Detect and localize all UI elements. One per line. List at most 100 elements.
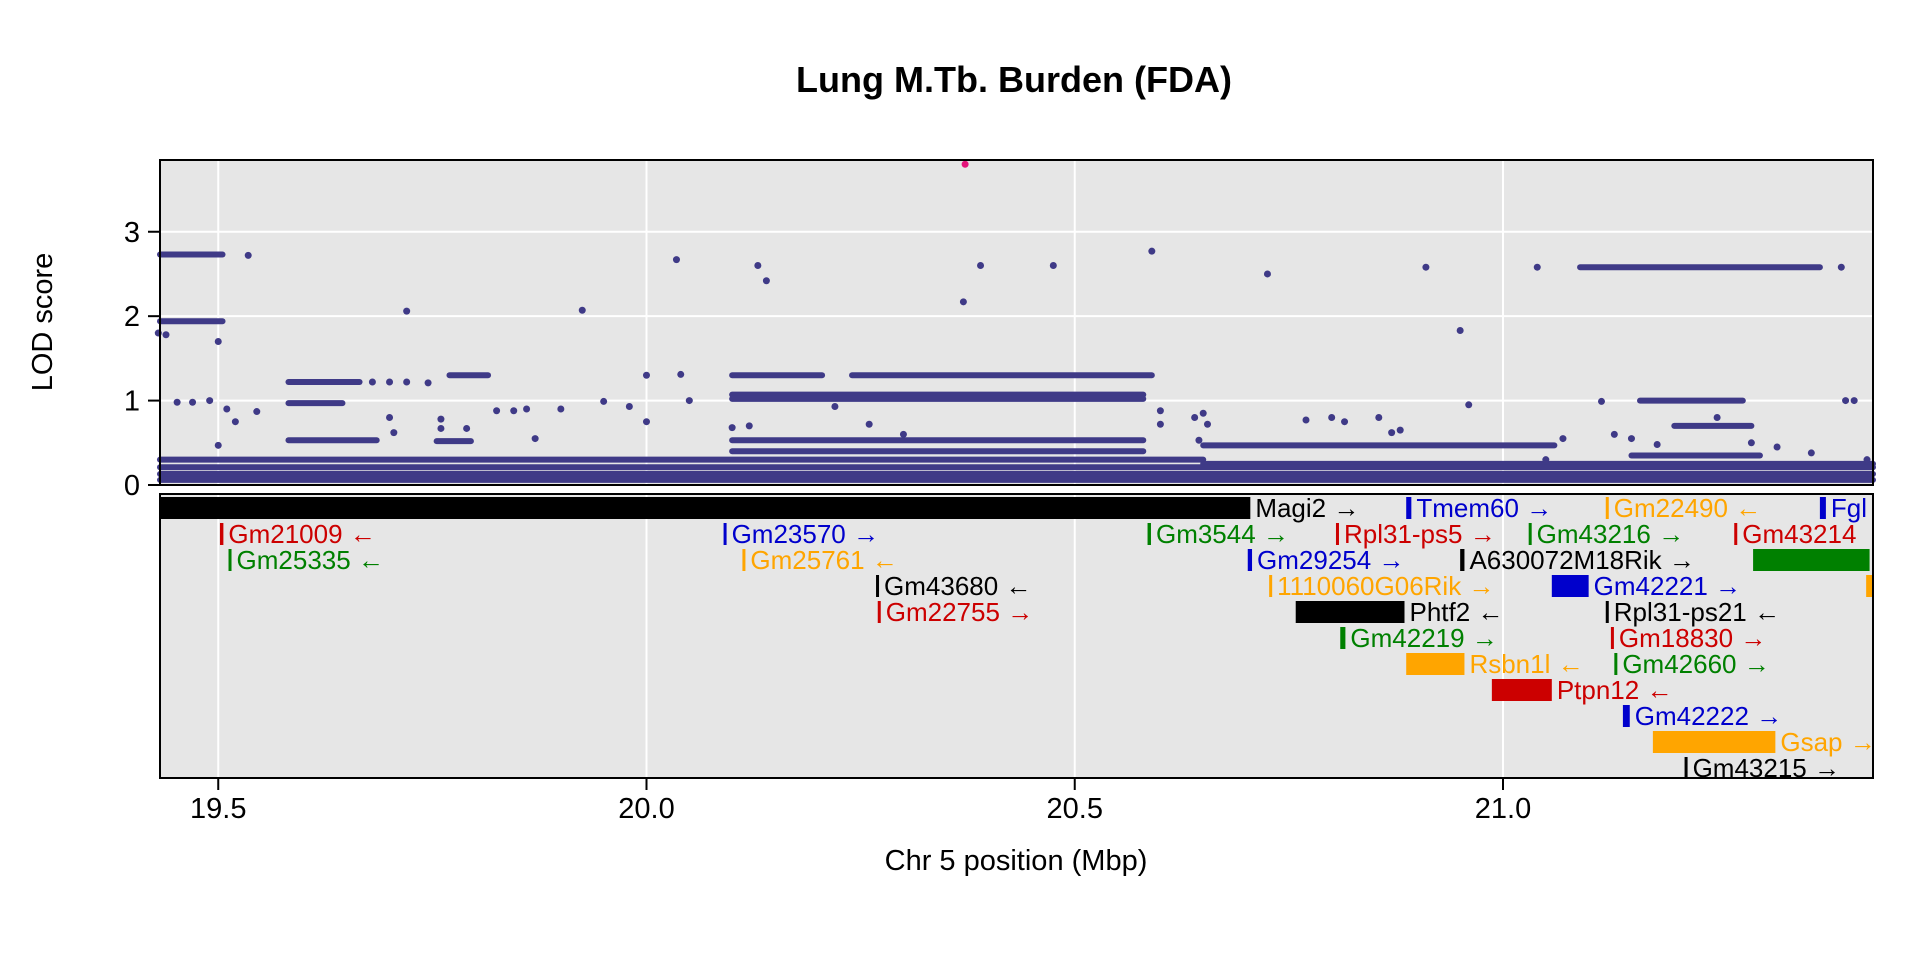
gene-block <box>228 549 232 571</box>
lod-point <box>214 441 222 449</box>
gene-label: Gm22755 → <box>886 597 1033 627</box>
gene-label: Gm18830 → <box>1619 623 1766 653</box>
lod-point <box>899 430 907 438</box>
gene-track: Magi2 → Tmem60 → Gm22490 ← Fgl Gm21009 ← Gm23… <box>160 493 1876 783</box>
lod-point <box>1263 270 1271 278</box>
gene-panel-bg <box>160 494 1873 778</box>
y-tick-label: 1 <box>124 386 140 418</box>
lod-point <box>1597 397 1605 405</box>
lod-panel-bg <box>160 160 1873 485</box>
lod-point <box>493 407 501 415</box>
y-tick-label: 3 <box>124 217 140 249</box>
lod-point <box>745 422 753 430</box>
lod-point <box>1807 449 1815 457</box>
lod-points <box>154 160 1871 464</box>
lod-point <box>1195 436 1203 444</box>
gene-block <box>1610 627 1614 649</box>
y-axis: 0 1 2 3 <box>124 217 160 502</box>
lod-point <box>386 413 394 421</box>
gene-block <box>877 601 881 623</box>
gene-block <box>1460 549 1465 571</box>
gene-label: Rpl31-ps21 ← <box>1614 597 1780 627</box>
gene-block <box>1295 601 1405 623</box>
lod-point <box>1456 327 1464 335</box>
gene-block <box>1622 705 1630 727</box>
x-axis-label: Chr 5 position (Mbp) <box>885 845 1148 877</box>
gene-block <box>1605 497 1609 519</box>
lod-point <box>1156 407 1164 415</box>
gene-label: Gm43680 ← <box>884 571 1031 601</box>
lod-point <box>1465 401 1473 409</box>
gene-label: Gm42222 → <box>1635 701 1782 731</box>
gene-block <box>1734 523 1738 545</box>
lod-runs <box>157 251 1876 483</box>
lod-point <box>865 420 873 428</box>
lod-point <box>523 405 531 413</box>
lod-point <box>173 398 181 406</box>
gene-block <box>1866 575 1872 597</box>
gene-label: Gm23570 → <box>732 519 879 549</box>
lod-point <box>578 306 586 314</box>
lod-point <box>1773 443 1781 451</box>
gene-label: Rpl31-ps5 → <box>1344 519 1496 549</box>
lod-point <box>1559 435 1567 443</box>
gene-label: Gm29254 → <box>1257 545 1404 575</box>
lod-point <box>231 418 239 426</box>
gene-block <box>1605 601 1609 623</box>
gene-label: 1110060G06Rik → <box>1277 571 1494 601</box>
gene-label: A630072M18Rik → <box>1469 545 1694 575</box>
lod-point <box>677 370 685 378</box>
gene-label: Magi2 → <box>1255 493 1359 523</box>
gene-block <box>1684 757 1688 779</box>
gene-label: Tmem60 → <box>1416 493 1552 523</box>
gene-block <box>876 575 880 597</box>
gene-block <box>1528 523 1532 545</box>
lod-point <box>1627 435 1635 443</box>
lod-point <box>531 435 539 443</box>
gene-block <box>1551 575 1589 597</box>
lod-point <box>437 415 445 423</box>
gene-label: Gm42221 → <box>1594 571 1741 601</box>
lod-point <box>1422 263 1430 271</box>
lod-point <box>390 429 398 437</box>
lod-point <box>437 424 445 432</box>
gene-label: Gm42219 → <box>1350 623 1497 653</box>
gene-label: Gsap → <box>1780 727 1875 757</box>
gene-label: Phtf2 ← <box>1409 597 1503 627</box>
gene-block <box>1340 627 1346 649</box>
gene-block <box>1269 575 1273 597</box>
x-tick-label: 19.5 <box>190 793 246 825</box>
lod-point <box>253 408 261 416</box>
lod-point <box>424 379 432 387</box>
lod-point <box>762 277 770 285</box>
lod-point <box>1049 262 1057 270</box>
x-tick-label: 20.5 <box>1047 793 1103 825</box>
lod-point <box>189 398 197 406</box>
lod-point <box>1191 413 1199 421</box>
lod-point <box>1542 456 1550 464</box>
gene-label: Gm43216 → <box>1537 519 1684 549</box>
gene-label: Gm3544 → <box>1156 519 1289 549</box>
lod-point <box>1302 416 1310 424</box>
y-tick-label: 2 <box>124 301 140 333</box>
gene-label: Gm25761 ← <box>750 545 897 575</box>
lod-point <box>368 378 376 386</box>
lod-point <box>1533 263 1541 271</box>
lod-point <box>642 371 650 379</box>
lod-point <box>642 418 650 426</box>
gene-label: Ptpn12 ← <box>1557 675 1673 705</box>
gene-block <box>1614 653 1618 675</box>
gene-block <box>1652 731 1776 753</box>
lod-point <box>557 405 565 413</box>
lod-point <box>1328 413 1336 421</box>
gene-block <box>1753 549 1870 571</box>
lod-point <box>1837 263 1845 271</box>
lod-point <box>831 402 839 410</box>
lod-point <box>1199 409 1207 417</box>
gene-block <box>1247 549 1253 571</box>
gene-grid <box>217 494 1504 778</box>
gene-block <box>1406 497 1412 519</box>
lod-point <box>386 378 394 386</box>
lod-point <box>1842 397 1850 405</box>
lod-point <box>1148 247 1156 255</box>
